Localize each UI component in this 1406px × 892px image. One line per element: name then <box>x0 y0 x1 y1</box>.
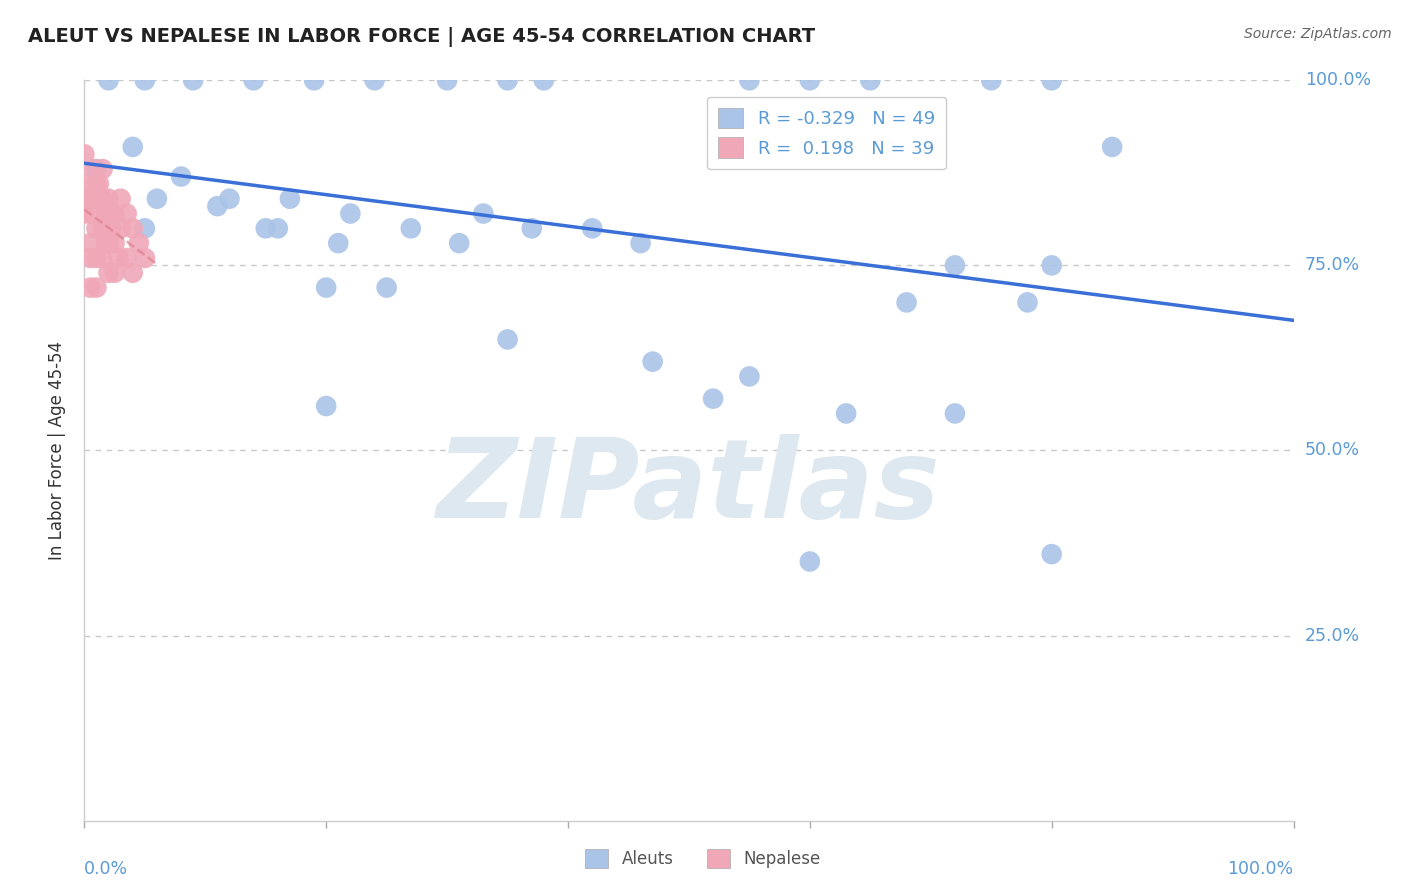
Text: 75.0%: 75.0% <box>1305 256 1360 275</box>
Point <box>533 73 555 87</box>
Text: Source: ZipAtlas.com: Source: ZipAtlas.com <box>1244 27 1392 41</box>
Point <box>83 192 105 206</box>
Point <box>859 73 882 87</box>
Point <box>91 221 114 235</box>
Point <box>520 221 543 235</box>
Point <box>73 177 96 191</box>
Point <box>79 236 101 251</box>
Point <box>104 236 127 251</box>
Point <box>835 407 858 421</box>
Point <box>496 332 519 346</box>
Point <box>104 206 127 220</box>
Point <box>1040 259 1063 273</box>
Point <box>738 369 761 384</box>
Text: 100.0%: 100.0% <box>1227 860 1294 878</box>
Text: 25.0%: 25.0% <box>1305 626 1360 645</box>
Point <box>134 73 156 87</box>
Point <box>943 407 966 421</box>
Legend: Aleuts, Nepalese: Aleuts, Nepalese <box>578 842 828 875</box>
Point <box>86 221 108 235</box>
Point <box>110 221 132 235</box>
Point <box>79 251 101 265</box>
Point <box>738 73 761 87</box>
Point <box>121 221 143 235</box>
Point <box>702 392 724 406</box>
Point <box>100 221 122 235</box>
Point <box>73 147 96 161</box>
Point <box>630 236 652 251</box>
Point <box>581 221 603 235</box>
Point <box>134 221 156 235</box>
Point <box>363 73 385 87</box>
Point <box>278 192 301 206</box>
Point <box>104 266 127 280</box>
Point <box>91 251 114 265</box>
Point <box>799 555 821 569</box>
Point <box>86 192 108 206</box>
Point <box>79 206 101 220</box>
Point <box>87 177 110 191</box>
Point <box>254 221 277 235</box>
Point <box>181 73 204 87</box>
Point <box>97 206 120 220</box>
Point <box>641 354 664 368</box>
Point <box>86 280 108 294</box>
Point <box>375 280 398 294</box>
Point <box>86 162 108 177</box>
Point <box>170 169 193 184</box>
Text: 50.0%: 50.0% <box>1305 442 1360 459</box>
Text: ALEUT VS NEPALESE IN LABOR FORCE | AGE 45-54 CORRELATION CHART: ALEUT VS NEPALESE IN LABOR FORCE | AGE 4… <box>28 27 815 46</box>
Y-axis label: In Labor Force | Age 45-54: In Labor Force | Age 45-54 <box>48 341 66 560</box>
Point <box>267 221 290 235</box>
Point <box>496 73 519 87</box>
Point <box>980 73 1002 87</box>
Point <box>1017 295 1039 310</box>
Point <box>207 199 229 213</box>
Point <box>110 192 132 206</box>
Point <box>94 236 117 251</box>
Point <box>97 192 120 206</box>
Point <box>1040 73 1063 87</box>
Point <box>218 192 240 206</box>
Point <box>73 206 96 220</box>
Point <box>79 280 101 294</box>
Point <box>97 73 120 87</box>
Point <box>943 259 966 273</box>
Point <box>83 162 105 177</box>
Point <box>115 251 138 265</box>
Point <box>134 251 156 265</box>
Point <box>896 295 918 310</box>
Point <box>302 73 325 87</box>
Point <box>107 251 129 265</box>
Point <box>242 73 264 87</box>
Text: ZIPatlas: ZIPatlas <box>437 434 941 541</box>
Point <box>436 73 458 87</box>
Point <box>472 206 495 220</box>
Point <box>128 236 150 251</box>
Point <box>315 399 337 413</box>
Point <box>315 280 337 294</box>
Point <box>328 236 350 251</box>
Point <box>79 192 101 206</box>
Point <box>121 140 143 154</box>
Point <box>449 236 471 251</box>
Point <box>115 206 138 220</box>
Point <box>1040 547 1063 561</box>
Point <box>799 73 821 87</box>
Text: 100.0%: 100.0% <box>1305 71 1371 89</box>
Point <box>97 266 120 280</box>
Point <box>86 251 108 265</box>
Point <box>91 162 114 177</box>
Point <box>399 221 422 235</box>
Point <box>1101 140 1123 154</box>
Point <box>94 206 117 220</box>
Text: 0.0%: 0.0% <box>84 860 128 878</box>
Legend: R = -0.329   N = 49, R =  0.198   N = 39: R = -0.329 N = 49, R = 0.198 N = 39 <box>707 96 946 169</box>
Point <box>91 192 114 206</box>
Point <box>339 206 361 220</box>
Point <box>121 266 143 280</box>
Point <box>97 236 120 251</box>
Point <box>146 192 169 206</box>
Point <box>86 177 108 191</box>
